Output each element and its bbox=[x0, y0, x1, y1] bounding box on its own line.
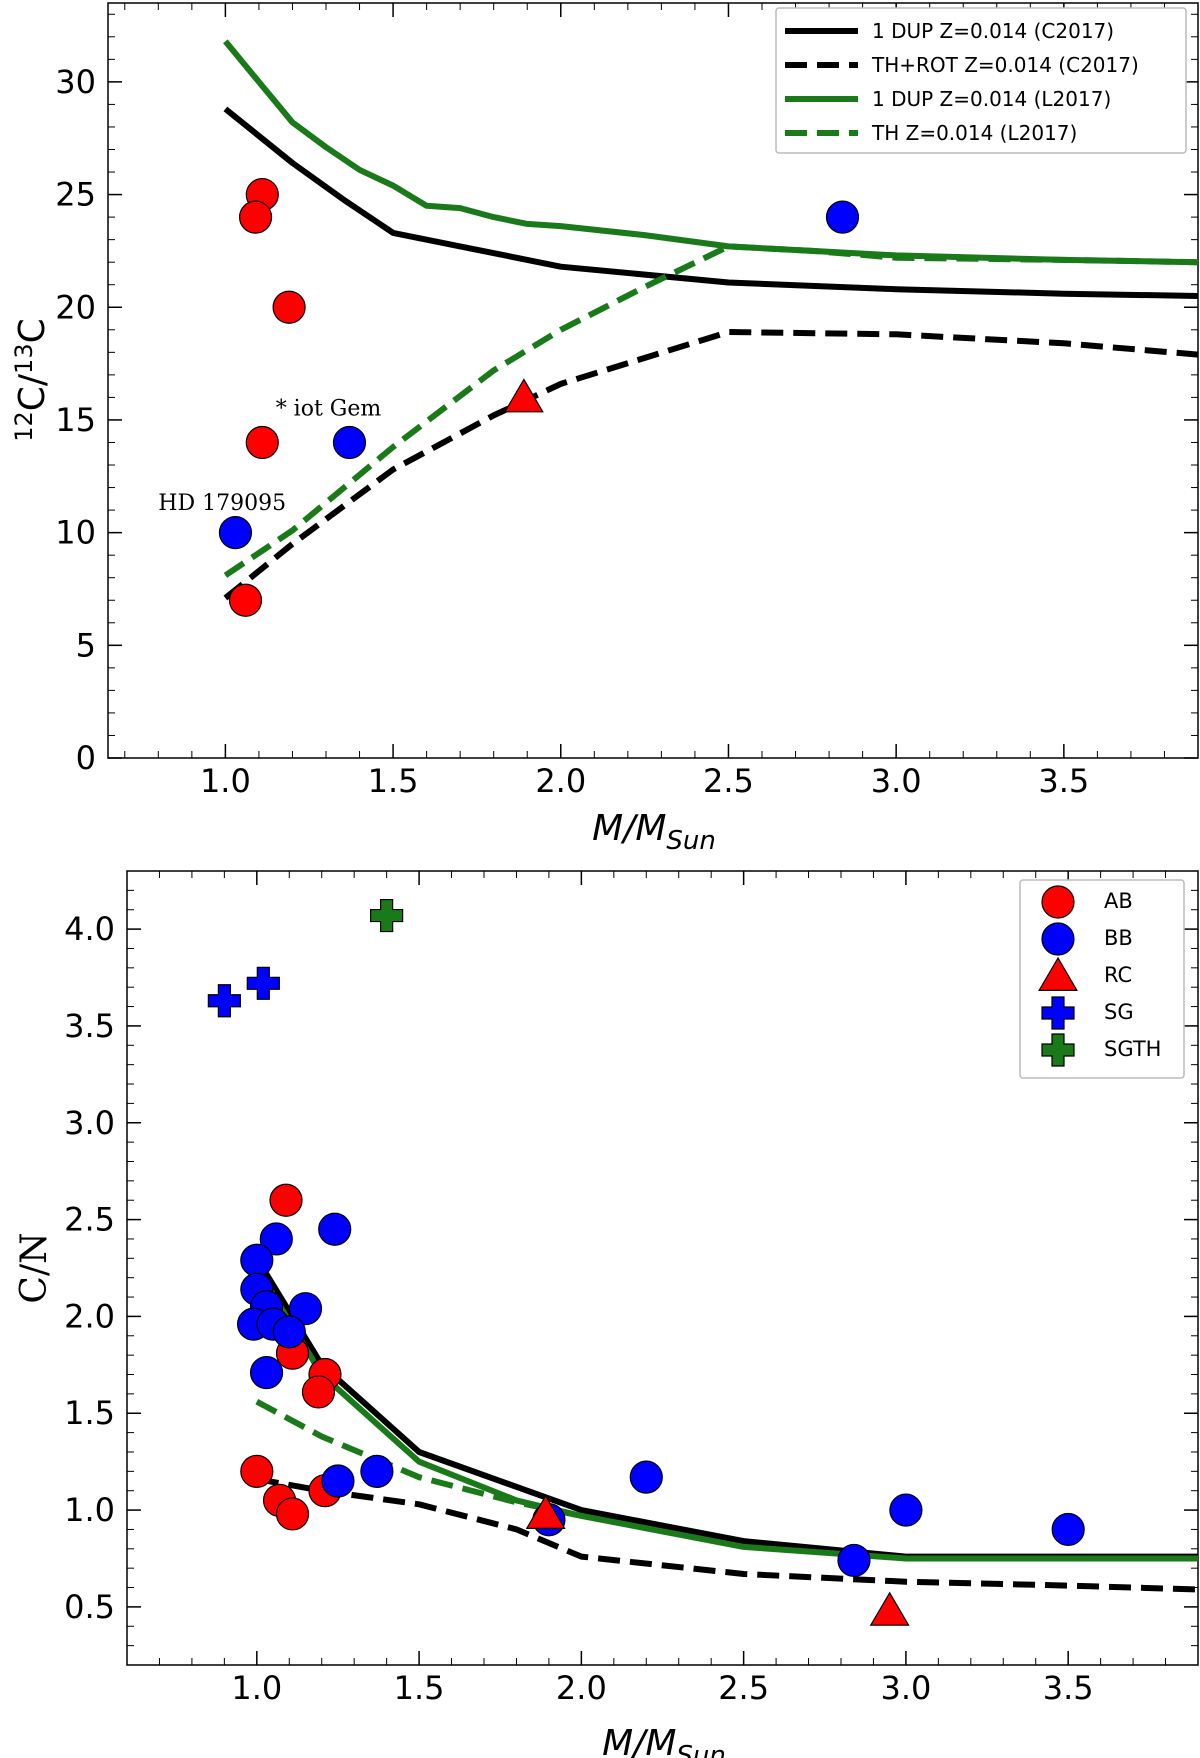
bottom-ytick-label: 4.0 bbox=[64, 910, 115, 948]
bottom-ytick-label: 0.5 bbox=[64, 1588, 115, 1626]
top-xtick-label: 2.0 bbox=[535, 762, 586, 800]
legend-label-th-l2017: TH Z=0.014 (L2017) bbox=[871, 121, 1077, 145]
legend-label-sgth: SGTH bbox=[1104, 1037, 1161, 1061]
panel-bottom-c-n: 1.0 1.5 2.0 2.5 3.0 3.5 0.5 1.0 1.5 2.0 2.5 3.0 3.5 4… bbox=[14, 870, 1199, 1758]
top-ytick-label: 15 bbox=[55, 401, 96, 439]
bottom-line-th-rot-z-0-014-c2017 bbox=[256, 1476, 1199, 1593]
bottom-ytick-label: 1.5 bbox=[64, 1394, 115, 1432]
bottom-model-lines bbox=[254, 1256, 1199, 1593]
legend-marker-rc bbox=[1038, 956, 1078, 992]
bottom-point-sgth bbox=[370, 898, 404, 933]
annotation-iot-gem: * iot Gem bbox=[276, 396, 382, 421]
bottom-point-bb bbox=[321, 1464, 355, 1498]
top-data-points bbox=[218, 177, 860, 617]
top-legend: 1 DUP Z=0.014 (C2017) TH+ROT Z=0.014 (C2… bbox=[775, 7, 1187, 154]
bottom-point-ab bbox=[301, 1375, 336, 1409]
legend-marker-sgth bbox=[1041, 1033, 1075, 1067]
bottom-legend: AB BB RC SG SGTH bbox=[1019, 879, 1185, 1079]
bottom-ytick-label: 2.0 bbox=[64, 1297, 115, 1335]
bottom-point-rc bbox=[869, 1591, 910, 1626]
bottom-xtick-label: 2.0 bbox=[556, 1669, 607, 1707]
bottom-point-ab bbox=[275, 1497, 310, 1531]
top-ytick-label: 25 bbox=[55, 176, 96, 214]
top-point-rc bbox=[503, 378, 544, 413]
legend-label-sg: SG bbox=[1104, 1000, 1134, 1024]
legend-marker-ab bbox=[1041, 885, 1075, 919]
top-ytick-label: 10 bbox=[55, 514, 96, 552]
top-xtick-label: 1.5 bbox=[368, 762, 419, 800]
bottom-x-axis-label: M/MSun bbox=[602, 1723, 726, 1758]
legend-label-1dup-c2017: 1 DUP Z=0.014 (C2017) bbox=[872, 19, 1114, 43]
top-point-ab bbox=[228, 583, 263, 617]
top-point-bb bbox=[218, 516, 253, 550]
bottom-line-1-dup-z-0-014-l2017 bbox=[254, 1266, 1198, 1562]
bottom-line-1-dup-z-0-014-c2017 bbox=[254, 1256, 1198, 1560]
bottom-legend-markers bbox=[1038, 885, 1078, 1067]
top-xtick-label: 3.5 bbox=[1038, 762, 1089, 800]
top-point-bb bbox=[332, 425, 367, 460]
bottom-point-bb bbox=[360, 1454, 394, 1488]
legend-label-1dup-l2017: 1 DUP Z=0.014 (L2017) bbox=[872, 87, 1111, 111]
top-point-ab bbox=[245, 425, 279, 460]
bottom-ytick-label: 3.0 bbox=[64, 1104, 115, 1142]
bottom-ytick-label: 2.5 bbox=[64, 1201, 115, 1239]
bottom-point-bb bbox=[318, 1212, 352, 1246]
bottom-point-bb bbox=[1051, 1512, 1085, 1547]
bottom-point-bb bbox=[249, 1355, 284, 1390]
bottom-ytick-label: 1.0 bbox=[64, 1491, 115, 1529]
top-xtick-label: 2.5 bbox=[703, 762, 754, 800]
bottom-line-th-z-0-014-l2017 bbox=[255, 1398, 583, 1519]
bottom-point-bb bbox=[629, 1460, 663, 1494]
bottom-plot-frame bbox=[126, 870, 1199, 1666]
top-plot-frame bbox=[107, 2, 1199, 759]
legend-label-rc: RC bbox=[1104, 963, 1132, 987]
bottom-xtick-label: 3.5 bbox=[1043, 1669, 1094, 1707]
legend-label-ab: AB bbox=[1104, 889, 1133, 913]
top-tick-labels: 1.0 1.5 2.0 2.5 3.0 3.5 0 5 10 15 20 25 30 bbox=[55, 63, 1089, 800]
top-line-th-rot-z-0-014-c2017 bbox=[223, 329, 1199, 601]
legend-label-throt-c2017: TH+ROT Z=0.014 (C2017) bbox=[871, 53, 1139, 77]
top-line-1-dup-z-0-014-c2017 bbox=[223, 106, 1199, 299]
bottom-point-rc bbox=[525, 1494, 566, 1529]
bottom-point-bb bbox=[272, 1315, 306, 1349]
bottom-data-points bbox=[207, 898, 1085, 1626]
panel-top-c12-c13: 1.0 1.5 2.0 2.5 3.0 3.5 0 5 10 15 20 25 30 * iot Gem… bbox=[10, 2, 1199, 856]
bottom-point-bb bbox=[240, 1243, 274, 1277]
top-legend-box bbox=[775, 7, 1187, 154]
top-point-bb bbox=[825, 200, 860, 234]
bottom-point-bb bbox=[259, 1222, 293, 1256]
top-ytick-label: 0 bbox=[76, 739, 96, 777]
legend-marker-sg bbox=[1041, 996, 1075, 1030]
top-ytick-label: 5 bbox=[76, 626, 96, 664]
legend-label-bb: BB bbox=[1104, 926, 1133, 950]
legend-marker-bb bbox=[1041, 922, 1075, 956]
annotation-hd-179095: HD 179095 bbox=[158, 491, 286, 516]
top-xtick-label: 3.0 bbox=[871, 762, 922, 800]
top-line-th-z-0-014-l2017 bbox=[223, 243, 1199, 578]
top-model-lines bbox=[223, 39, 1199, 601]
top-xtick-label: 1.0 bbox=[200, 762, 251, 800]
top-ytick-label: 30 bbox=[55, 63, 96, 101]
bottom-point-bb bbox=[288, 1292, 323, 1326]
bottom-point-bb bbox=[889, 1493, 923, 1527]
top-ytick-label: 20 bbox=[55, 288, 96, 326]
bottom-xtick-label: 1.0 bbox=[231, 1669, 282, 1707]
bottom-xtick-label: 1.5 bbox=[394, 1669, 445, 1707]
top-x-axis-label: M/MSun bbox=[592, 808, 716, 856]
bottom-point-sg bbox=[246, 966, 280, 1000]
bottom-point-bb bbox=[837, 1543, 871, 1578]
bottom-y-axis-label: C/N bbox=[14, 1232, 55, 1303]
bottom-point-ab bbox=[269, 1183, 303, 1217]
bottom-point-sg bbox=[207, 984, 241, 1018]
bottom-tick-labels: 1.0 1.5 2.0 2.5 3.0 3.5 0.5 1.0 1.5 2.0 2.5 3.0 3.5 4… bbox=[64, 910, 1094, 1707]
bottom-ytick-label: 3.5 bbox=[64, 1007, 115, 1045]
bottom-xtick-label: 3.0 bbox=[880, 1669, 931, 1707]
bottom-xtick-label: 2.5 bbox=[718, 1669, 769, 1707]
top-point-ab bbox=[272, 290, 306, 324]
bottom-point-ab bbox=[240, 1454, 274, 1488]
top-y-axis-label: 12C/13C bbox=[10, 318, 53, 442]
top-point-ab bbox=[238, 200, 273, 234]
